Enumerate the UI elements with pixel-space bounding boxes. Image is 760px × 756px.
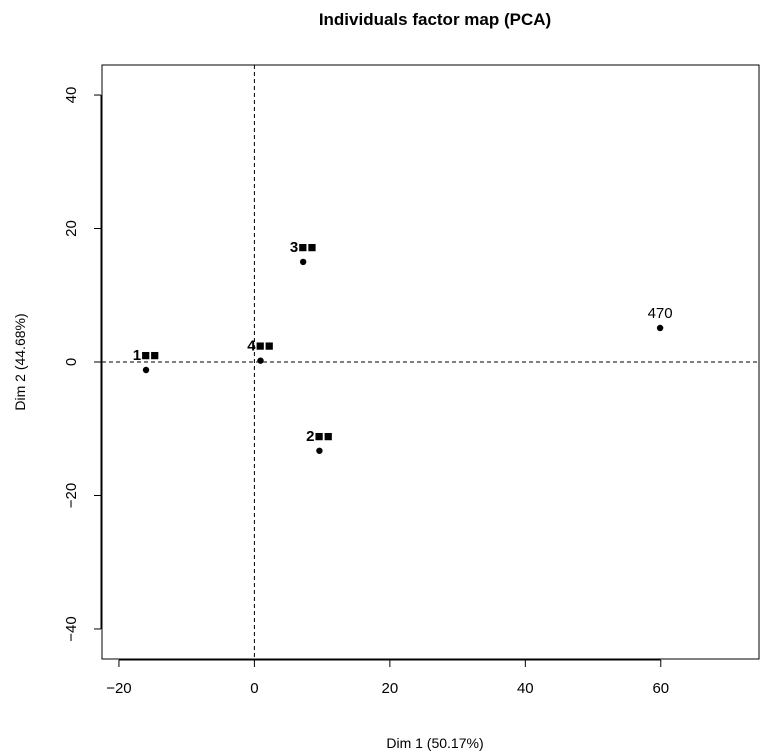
y-tick-label: −40 [63, 616, 80, 641]
x-tick-label: −20 [106, 680, 131, 697]
point-label: 470 [648, 305, 673, 322]
data-point [257, 357, 264, 364]
point-label: 2■■ [306, 428, 332, 445]
x-tick-label: 60 [652, 680, 669, 697]
data-point [316, 447, 323, 454]
y-tick-label: −20 [63, 483, 80, 508]
points-layer: 1■■ 4■■ 3■■ 2■■ 470 [133, 239, 673, 454]
y-axis-label: Dim 2 (44.68%) [12, 313, 28, 410]
data-point [142, 366, 150, 374]
y-tick-label: 40 [63, 87, 80, 104]
y-axis: −40 −20 0 20 40 [63, 87, 102, 642]
x-axis: −20 0 20 40 60 [106, 659, 669, 697]
x-tick-label: 40 [517, 680, 534, 697]
x-tick-label: 20 [382, 680, 399, 697]
x-axis-label: Dim 1 (50.17%) [386, 735, 483, 751]
point-label: 4■■ [247, 338, 273, 355]
point-label: 1■■ [133, 347, 159, 364]
data-point [299, 258, 307, 266]
y-tick-label: 20 [63, 220, 80, 237]
x-tick-label: 0 [250, 680, 258, 697]
chart-title: Individuals factor map (PCA) [319, 10, 551, 29]
point-label: 3■■ [290, 239, 316, 256]
y-tick-label: 0 [63, 358, 80, 366]
data-point [656, 324, 664, 332]
